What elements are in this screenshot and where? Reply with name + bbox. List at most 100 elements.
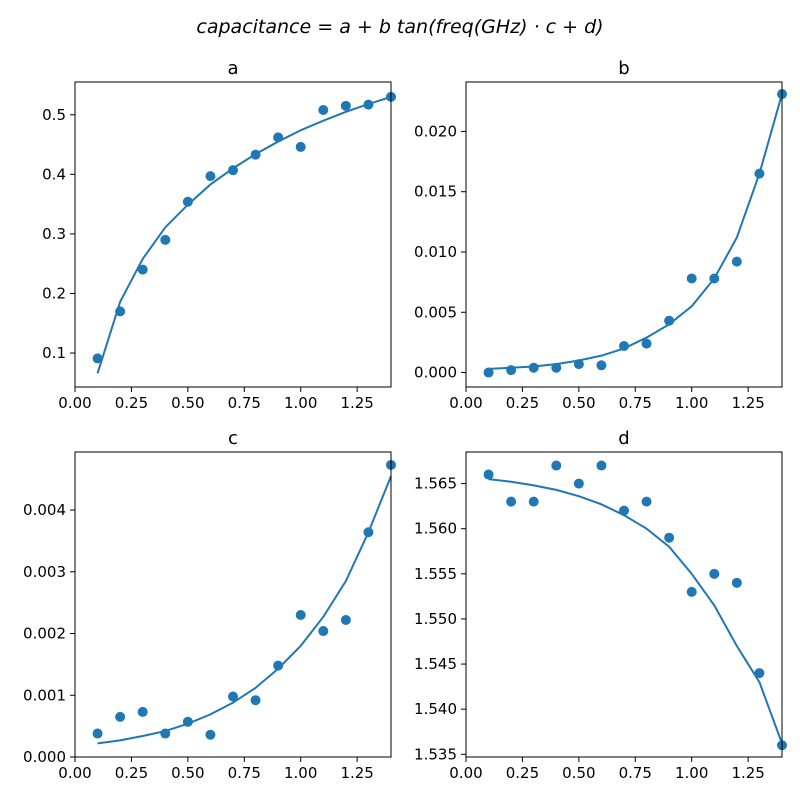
data-point xyxy=(641,338,652,349)
data-point xyxy=(686,586,697,597)
x-tick-label: 1.00 xyxy=(284,394,317,412)
panel-title: a xyxy=(227,58,238,79)
data-point xyxy=(664,315,675,326)
data-point xyxy=(137,706,148,717)
data-point xyxy=(709,568,720,579)
data-point xyxy=(619,505,629,516)
x-tick-label: 0.50 xyxy=(171,394,204,412)
y-tick-label: 1.550 xyxy=(414,610,457,628)
y-tick-label: 0.010 xyxy=(414,243,457,261)
data-point xyxy=(115,711,126,722)
y-tick-label: 0.020 xyxy=(414,122,457,140)
data-point xyxy=(205,171,216,182)
y-tick-label: 0.5 xyxy=(42,106,66,124)
data-point xyxy=(250,695,261,706)
data-point xyxy=(295,610,306,620)
data-point xyxy=(731,256,742,267)
data-point xyxy=(182,196,193,207)
data-point xyxy=(619,341,629,352)
data-point xyxy=(273,132,284,143)
x-tick-label: 0.00 xyxy=(449,764,482,782)
x-tick-label: 1.00 xyxy=(284,764,317,782)
x-tick-label: 0.00 xyxy=(58,394,91,412)
data-point xyxy=(160,234,171,245)
y-tick-label: 0.000 xyxy=(23,748,66,766)
data-point xyxy=(295,141,306,152)
data-point xyxy=(731,577,742,588)
data-point xyxy=(228,165,238,176)
x-tick-label: 0.25 xyxy=(506,394,539,412)
data-point xyxy=(754,168,765,179)
fit-curve xyxy=(488,478,783,744)
y-tick-label: 1.545 xyxy=(414,655,457,673)
fit-curve xyxy=(97,475,392,745)
data-point xyxy=(340,100,351,111)
y-tick-label: 1.540 xyxy=(414,700,457,718)
axes-frame xyxy=(465,81,783,388)
data-point xyxy=(573,478,584,489)
x-tick-label: 1.25 xyxy=(731,764,764,782)
data-point xyxy=(754,668,765,679)
x-tick-label: 0.75 xyxy=(228,764,261,782)
axes-frame xyxy=(465,451,783,758)
x-tick-label: 0.75 xyxy=(619,764,652,782)
x-tick-label: 0.00 xyxy=(449,394,482,412)
y-tick-label: 0.015 xyxy=(414,183,457,201)
data-point xyxy=(205,729,216,740)
data-point xyxy=(506,496,517,507)
x-tick-label: 1.25 xyxy=(340,764,373,782)
axes-frame xyxy=(74,81,392,388)
y-tick-label: 0.2 xyxy=(42,284,66,302)
x-tick-label: 1.25 xyxy=(340,394,373,412)
x-tick-label: 0.50 xyxy=(562,764,595,782)
data-point xyxy=(363,99,374,110)
y-tick-label: 0.3 xyxy=(42,225,66,243)
data-point xyxy=(228,691,238,702)
x-tick-label: 0.25 xyxy=(115,764,148,782)
data-point xyxy=(528,496,539,507)
y-tick-label: 0.1 xyxy=(42,344,66,362)
data-point xyxy=(250,149,261,160)
subplot-c: c 0.00 0.25 0.50 0.75 1.00 1.25 0.000 0.001 0.002… xyxy=(23,428,396,782)
data-point xyxy=(160,728,171,739)
y-tick-label: 0.000 xyxy=(414,364,457,382)
data-point xyxy=(340,614,351,625)
data-point xyxy=(318,626,329,637)
data-point xyxy=(709,273,720,284)
x-tick-label: 0.75 xyxy=(619,394,652,412)
data-point xyxy=(92,728,103,739)
data-point xyxy=(596,360,607,371)
y-tick-label: 0.004 xyxy=(23,501,66,519)
data-point xyxy=(641,496,652,507)
data-point xyxy=(182,716,193,727)
data-point xyxy=(483,367,494,378)
axes-frame xyxy=(74,451,392,758)
data-point xyxy=(551,362,562,373)
x-tick-label: 0.25 xyxy=(506,764,539,782)
subplot-b: b 0.00 0.25 0.50 0.75 1.00 1.25 0.000 0.005 0.010… xyxy=(414,58,787,412)
data-point xyxy=(115,306,126,317)
x-tick-label: 0.75 xyxy=(228,394,261,412)
data-point xyxy=(273,660,284,671)
subplot-a: a 0.00 0.25 0.50 0.75 1.00 1.25 0.1 0.2 0.3 0.4 0.5 xyxy=(42,58,396,412)
y-tick-label: 0.003 xyxy=(23,563,66,581)
data-point xyxy=(596,460,607,471)
data-point xyxy=(363,527,374,538)
x-tick-label: 0.50 xyxy=(171,764,204,782)
x-tick-label: 0.50 xyxy=(562,394,595,412)
x-tick-label: 1.00 xyxy=(675,764,708,782)
y-tick-label: 1.565 xyxy=(414,475,457,493)
data-point xyxy=(318,105,329,115)
data-point xyxy=(137,264,148,275)
panel-title: b xyxy=(618,58,629,79)
data-point xyxy=(92,353,103,364)
data-point xyxy=(551,460,562,471)
x-tick-label: 0.00 xyxy=(58,764,91,782)
x-tick-label: 0.25 xyxy=(115,394,148,412)
y-tick-label: 0.002 xyxy=(23,625,66,643)
y-tick-label: 1.555 xyxy=(414,565,457,583)
y-tick-label: 0.4 xyxy=(42,165,66,183)
y-tick-label: 1.560 xyxy=(414,520,457,538)
